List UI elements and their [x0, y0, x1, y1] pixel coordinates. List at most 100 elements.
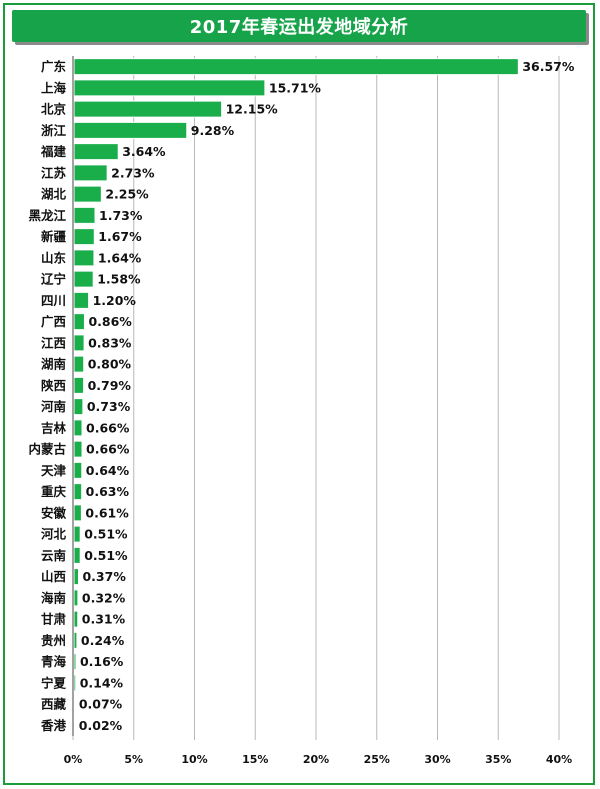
x-tick-label: 30%: [424, 753, 450, 766]
category-label: 重庆: [41, 484, 67, 499]
data-label: 36.57%: [522, 59, 575, 74]
x-tick-label: 35%: [485, 753, 511, 766]
category-label: 山西: [41, 569, 66, 584]
category-label: 甘肃: [41, 612, 67, 627]
bar: [73, 631, 78, 649]
bar: [73, 461, 83, 479]
data-label: 0.31%: [82, 612, 126, 627]
bar: [73, 143, 119, 161]
category-label: 北京: [41, 102, 67, 117]
category-label: 江苏: [41, 165, 67, 180]
bar: [73, 228, 95, 246]
category-label: 新疆: [41, 229, 67, 244]
category-label: 福建: [40, 144, 67, 159]
bar: [73, 440, 83, 458]
data-label: 2.73%: [111, 165, 155, 180]
data-label: 3.64%: [122, 144, 166, 159]
x-tick-label: 0%: [64, 753, 83, 766]
bar: [73, 610, 79, 628]
data-label: 1.64%: [98, 250, 142, 265]
category-label: 天津: [41, 463, 67, 478]
category-label: 青海: [41, 654, 67, 669]
bar: [73, 589, 79, 607]
data-label: 0.51%: [84, 527, 128, 542]
category-label: 广西: [41, 314, 66, 329]
bar: [73, 121, 188, 139]
bar: [73, 164, 108, 182]
data-label: 0.02%: [79, 718, 123, 733]
x-tick-label: 5%: [124, 753, 143, 766]
data-label: 15.71%: [269, 80, 322, 95]
bar: [73, 695, 76, 713]
category-label: 黑龙江: [28, 208, 66, 223]
data-label: 0.16%: [80, 654, 124, 669]
data-label: 1.58%: [97, 272, 141, 287]
category-label: 辽宁: [41, 272, 66, 287]
data-label: 2.25%: [105, 187, 149, 202]
bar: [73, 376, 85, 394]
category-label: 河南: [41, 399, 67, 414]
category-label: 香港: [40, 718, 67, 733]
data-label: 0.66%: [86, 420, 130, 435]
bar: [73, 653, 77, 671]
category-label: 贵州: [41, 633, 66, 648]
category-label: 云南: [41, 548, 67, 563]
category-label: 内蒙古: [28, 442, 66, 457]
data-label: 0.86%: [88, 314, 132, 329]
x-tick-label: 15%: [242, 753, 268, 766]
data-label: 0.37%: [82, 569, 126, 584]
bar: [73, 568, 79, 586]
x-tick-label: 25%: [364, 753, 390, 766]
bar: [73, 419, 83, 437]
data-label: 0.79%: [88, 378, 132, 393]
category-label: 湖北: [41, 187, 67, 202]
data-label: 0.83%: [88, 335, 132, 350]
bar: [73, 58, 519, 76]
category-label: 陕西: [41, 378, 66, 393]
chart-title-bar: 2017年春运出发地域分析: [12, 10, 586, 42]
data-label: 12.15%: [226, 102, 279, 117]
category-label: 宁夏: [41, 675, 67, 690]
bar: [73, 291, 90, 309]
category-label: 山东: [41, 250, 67, 265]
bar: [73, 270, 94, 288]
data-label: 0.24%: [81, 633, 125, 648]
data-label: 0.14%: [80, 675, 124, 690]
category-label: 湖南: [41, 357, 67, 372]
category-label: 四川: [41, 293, 66, 308]
bar: [73, 185, 102, 203]
data-label: 0.32%: [82, 590, 126, 605]
data-label: 1.67%: [98, 229, 142, 244]
bar: [73, 674, 77, 692]
bar: [73, 398, 84, 416]
x-tick-label: 20%: [303, 753, 329, 766]
bar: [73, 483, 83, 501]
bar: [73, 206, 96, 224]
category-label: 西藏: [41, 697, 67, 712]
category-label: 安徽: [41, 505, 67, 520]
category-label: 上海: [41, 80, 67, 95]
data-label: 0.51%: [84, 548, 128, 563]
data-label: 0.80%: [88, 357, 132, 372]
data-label: 0.73%: [87, 399, 131, 414]
category-label: 吉林: [41, 420, 67, 435]
data-label: 1.73%: [99, 208, 143, 223]
bar: [73, 504, 82, 522]
x-tick-label: 40%: [546, 753, 572, 766]
bar: [73, 249, 95, 267]
bar: [73, 334, 85, 352]
category-label: 广东: [41, 59, 67, 74]
bar: [73, 313, 85, 331]
bar: [73, 716, 76, 734]
bar: [73, 525, 81, 543]
data-label: 0.63%: [86, 484, 130, 499]
data-label: 0.07%: [79, 697, 123, 712]
category-label: 浙江: [41, 123, 67, 138]
data-label: 9.28%: [191, 123, 235, 138]
x-tick-label: 10%: [181, 753, 207, 766]
bar: [73, 100, 223, 118]
bar: [73, 355, 85, 373]
bar: [73, 79, 266, 97]
data-label: 1.20%: [93, 293, 137, 308]
